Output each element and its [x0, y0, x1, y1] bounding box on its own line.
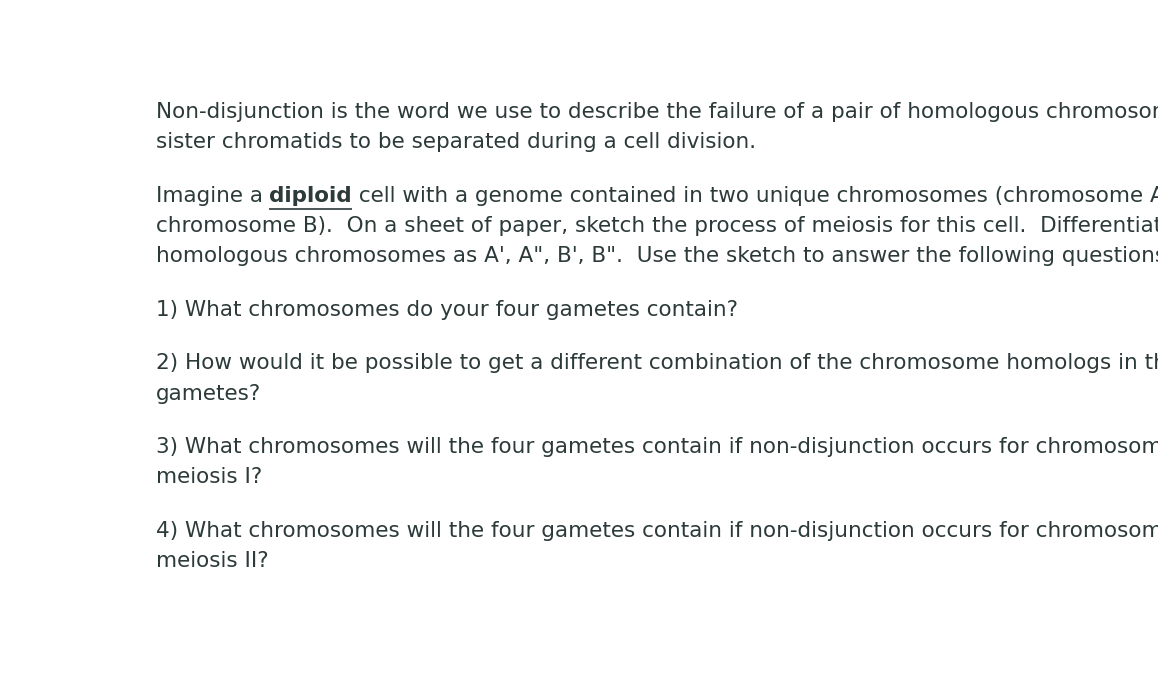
Text: homologous chromosomes as A', A", B', B".  Use the sketch to answer the followin: homologous chromosomes as A', A", B', B"…	[155, 246, 1158, 266]
Text: cell with a genome contained in two unique chromosomes (chromosome A and: cell with a genome contained in two uniq…	[352, 186, 1158, 206]
Text: 1) What chromosomes do your four gametes contain?: 1) What chromosomes do your four gametes…	[155, 299, 738, 320]
Text: 3) What chromosomes will the four gametes contain if non-disjunction occurs for : 3) What chromosomes will the four gamete…	[155, 437, 1158, 457]
Text: diploid: diploid	[270, 186, 352, 206]
Text: 4) What chromosomes will the four gametes contain if non-disjunction occurs for : 4) What chromosomes will the four gamete…	[155, 521, 1158, 541]
Text: 2) How would it be possible to get a different combination of the chromosome hom: 2) How would it be possible to get a dif…	[155, 354, 1158, 373]
Text: gametes?: gametes?	[155, 383, 261, 404]
Text: sister chromatids to be separated during a cell division.: sister chromatids to be separated during…	[155, 132, 756, 152]
Text: chromosome B).  On a sheet of paper, sketch the process of meiosis for this cell: chromosome B). On a sheet of paper, sket…	[155, 216, 1158, 236]
Text: meiosis II?: meiosis II?	[155, 551, 269, 571]
Text: meiosis I?: meiosis I?	[155, 467, 262, 487]
Text: Non-disjunction is the word we use to describe the failure of a pair of homologo: Non-disjunction is the word we use to de…	[155, 102, 1158, 122]
Text: Imagine a: Imagine a	[155, 186, 270, 206]
